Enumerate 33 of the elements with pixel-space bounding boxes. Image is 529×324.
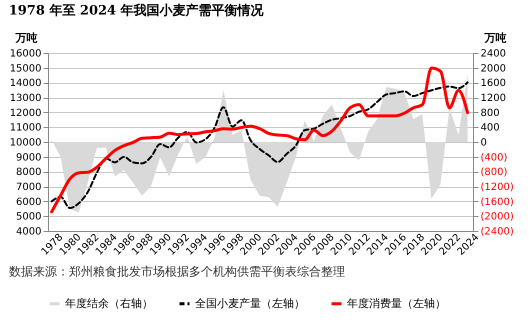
y2-tick-label: 1200 (480, 93, 506, 104)
y2-tick-label: (2400) (480, 226, 514, 238)
chart-title: 1978 年至 2024 年我国小麦产需平衡情况 (8, 2, 265, 18)
legend-label: 年度消费量（左轴） (347, 296, 446, 310)
y2-tick-label: 1600 (480, 78, 506, 90)
y2-tick-label: 800 (480, 108, 500, 119)
y2-tick-label: (800) (480, 167, 508, 178)
y2-tick-label: 2000 (480, 63, 506, 74)
y2-tick-label: 2400 (480, 48, 506, 60)
y-tick-label: 14000 (10, 78, 42, 90)
y2-tick-label: (400) (480, 152, 508, 164)
y-tick-label: 4000 (16, 226, 42, 238)
y2-tick-label: (1600) (480, 196, 514, 208)
y2-tick-label: (2000) (480, 212, 514, 223)
source-note: 数据来源：郑州粮食批发市场根据多个机构供需平衡表综合整理 (9, 264, 346, 279)
y2-axis-title: 万吨 (484, 32, 506, 44)
legend-label: 年度结余（右轴） (65, 296, 153, 310)
y2-tick-label: (1200) (480, 182, 514, 193)
y-tick-label: 9000 (16, 152, 42, 164)
y-tick-label: 13000 (10, 93, 42, 104)
y2-tick-label: 0 (480, 138, 487, 148)
y-tick-label: 6000 (16, 196, 42, 208)
y-tick-label: 11000 (10, 122, 42, 134)
y-tick-label: 12000 (10, 108, 42, 119)
y2-tick-label: 400 (480, 122, 500, 134)
y-tick-label: 15000 (10, 63, 42, 74)
legend-label: 全国小麦产量（左轴） (195, 296, 305, 310)
y-tick-label: 5000 (16, 212, 42, 223)
y-axis-title: 万吨 (14, 32, 38, 44)
y-tick-label: 10000 (10, 138, 42, 148)
y-tick-label: 7000 (16, 182, 42, 193)
y-tick-label: 8000 (16, 167, 42, 178)
y-tick-label: 16000 (10, 48, 42, 60)
